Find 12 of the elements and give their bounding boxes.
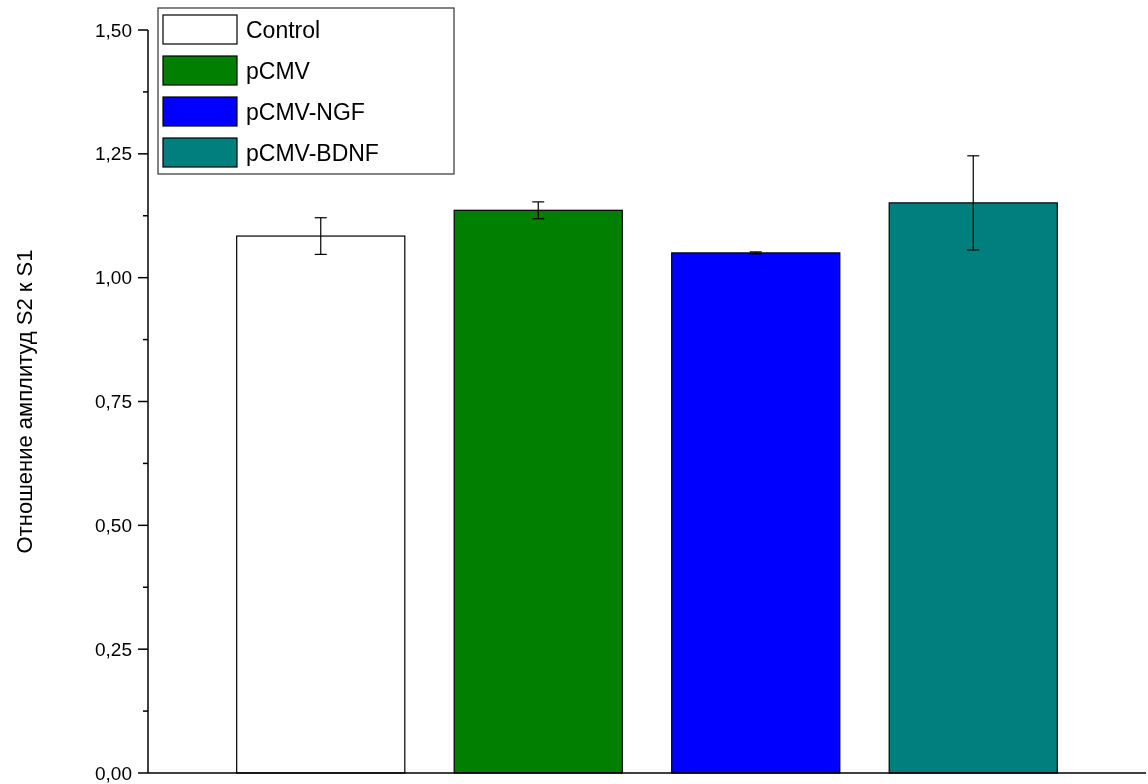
- y-tick-label: 1,50: [95, 19, 132, 41]
- y-tick-label: 1,00: [95, 267, 132, 289]
- y-tick-label: 0,00: [95, 762, 132, 784]
- y-tick-label: 0,75: [95, 391, 132, 413]
- y-tick-label: 0,25: [95, 638, 132, 660]
- y-axis-title: Отношение амплитуд S2 к S1: [12, 249, 37, 554]
- y-tick-label: 1,25: [95, 143, 132, 165]
- legend-label: pCMV-BDNF: [246, 140, 379, 167]
- legend-label: pCMV: [246, 58, 311, 85]
- legend-label: Control: [246, 17, 321, 44]
- legend-label: pCMV-NGF: [246, 99, 365, 126]
- y-tick-label: 0,50: [95, 514, 132, 536]
